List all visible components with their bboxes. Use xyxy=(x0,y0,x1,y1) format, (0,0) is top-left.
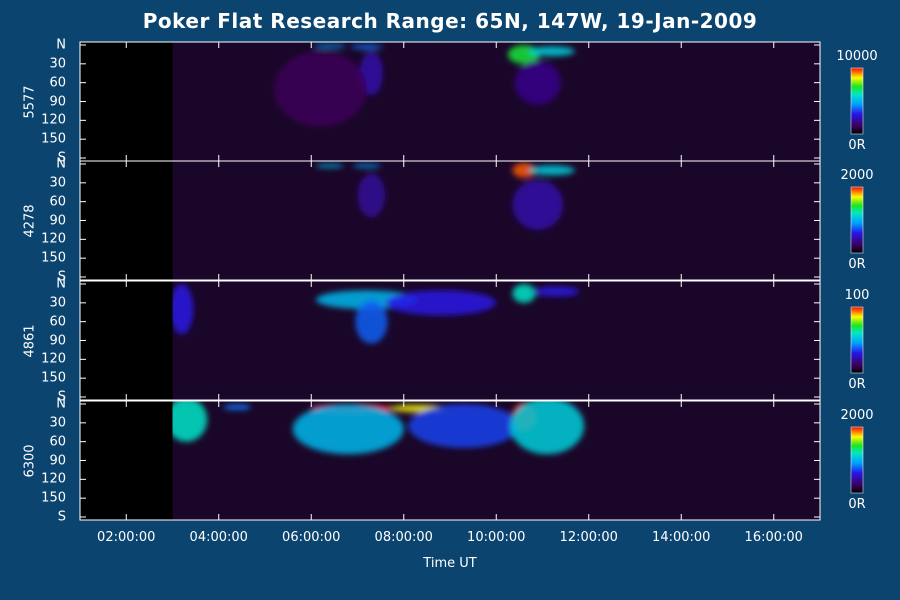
y-tick-label: 60 xyxy=(49,75,66,91)
panel-4278-emission-3 xyxy=(528,165,575,176)
panel-5577-emission-1 xyxy=(350,44,383,50)
y-tick-label: 30 xyxy=(49,56,66,72)
y-tick-label: 150 xyxy=(41,490,66,506)
colorbar-max-label: 100 xyxy=(844,288,870,303)
panel-4861-emission-2 xyxy=(385,290,497,316)
y-tick-label: N xyxy=(56,37,66,53)
x-tick-label: 16:00:00 xyxy=(744,530,803,545)
y-tick-label: S xyxy=(57,150,66,166)
x-tick-label: 02:00:00 xyxy=(97,530,156,545)
x-tick-label: 04:00:00 xyxy=(189,530,248,545)
y-tick-label: 60 xyxy=(49,194,66,210)
colorbar-max-label: 2000 xyxy=(840,168,874,183)
colorbar-max-label: 2000 xyxy=(840,408,874,423)
panel-4861-data-region xyxy=(172,281,820,400)
x-tick-label: 14:00:00 xyxy=(652,530,711,545)
panel-6300-emission-5 xyxy=(510,401,585,455)
colorbar-4861 xyxy=(850,306,864,374)
panel-4278-emission-5 xyxy=(357,173,386,218)
colorbar-6300 xyxy=(850,426,864,494)
y-tick-label: 120 xyxy=(41,231,66,247)
colorbar-min-label: 0R xyxy=(848,257,866,272)
y-tick-label: N xyxy=(56,276,66,292)
panel-5577-emission-6 xyxy=(274,51,367,127)
panel-6300-emission-6 xyxy=(172,401,208,442)
panel-4861-emission-4 xyxy=(533,286,580,297)
panel-4278-emission-0 xyxy=(315,164,344,168)
panel-4278-emission-4 xyxy=(512,179,564,230)
colorbar-4278 xyxy=(850,186,864,254)
x-tick-label: 06:00:00 xyxy=(282,530,341,545)
y-tick-label: 90 xyxy=(49,213,66,228)
x-tick-label: 10:00:00 xyxy=(467,530,526,545)
y-tick-label: S xyxy=(57,269,66,285)
y-tick-label: 90 xyxy=(49,453,66,468)
panel-4861-emission-1 xyxy=(355,299,388,344)
x-axis-label: Time UT xyxy=(423,556,477,571)
y-tick-label: 60 xyxy=(49,434,66,450)
y-tick-label: S xyxy=(57,509,66,525)
panel-6300-emission-3 xyxy=(408,404,520,448)
panel-4861-emission-3 xyxy=(512,284,536,303)
colorbar-min-label: 0R xyxy=(848,497,866,512)
panel-5577-emission-0 xyxy=(313,44,346,49)
panel-4278-data-region xyxy=(172,161,820,280)
panel-5577-emission-4 xyxy=(528,46,575,57)
y-tick-label: 120 xyxy=(41,471,66,487)
y-tick-label: 90 xyxy=(49,94,66,109)
y-tick-label: 30 xyxy=(49,295,66,311)
panel-5577-emission-5 xyxy=(514,60,561,105)
panel-label-4278: 4278 xyxy=(22,203,38,238)
y-tick-label: N xyxy=(56,156,66,172)
y-tick-label: 150 xyxy=(41,370,66,386)
y-tick-label: 30 xyxy=(49,175,66,191)
colorbar-5577 xyxy=(850,67,864,135)
panel-6300-emission-2 xyxy=(292,404,404,455)
y-tick-label: 60 xyxy=(49,314,66,330)
panel-4278-emission-2 xyxy=(512,162,536,178)
y-tick-label: 150 xyxy=(41,250,66,266)
y-tick-label: N xyxy=(56,396,66,412)
colorbar-min-label: 0R xyxy=(848,138,866,153)
y-tick-label: 120 xyxy=(41,112,66,128)
y-tick-label: 30 xyxy=(49,415,66,431)
y-tick-label: 120 xyxy=(41,351,66,367)
y-tick-label: 150 xyxy=(41,131,66,147)
colorbar-min-label: 0R xyxy=(848,377,866,392)
panel-label-4861: 4861 xyxy=(22,323,38,358)
colorbar-max-label: 10000 xyxy=(836,49,878,64)
panel-label-5577: 5577 xyxy=(22,84,38,119)
chart-title: Poker Flat Research Range: 65N, 147W, 19… xyxy=(142,9,758,33)
y-tick-label: S xyxy=(57,389,66,405)
panel-label-6300: 6300 xyxy=(22,443,38,478)
panel-4278-emission-1 xyxy=(352,164,381,168)
x-tick-label: 12:00:00 xyxy=(559,530,618,545)
panel-4861-emission-5 xyxy=(172,284,194,335)
panel-5577-data-region xyxy=(172,42,820,161)
x-tick-label: 08:00:00 xyxy=(374,530,433,545)
panel-6300-emission-7 xyxy=(223,404,252,411)
y-tick-label: 90 xyxy=(49,333,66,348)
